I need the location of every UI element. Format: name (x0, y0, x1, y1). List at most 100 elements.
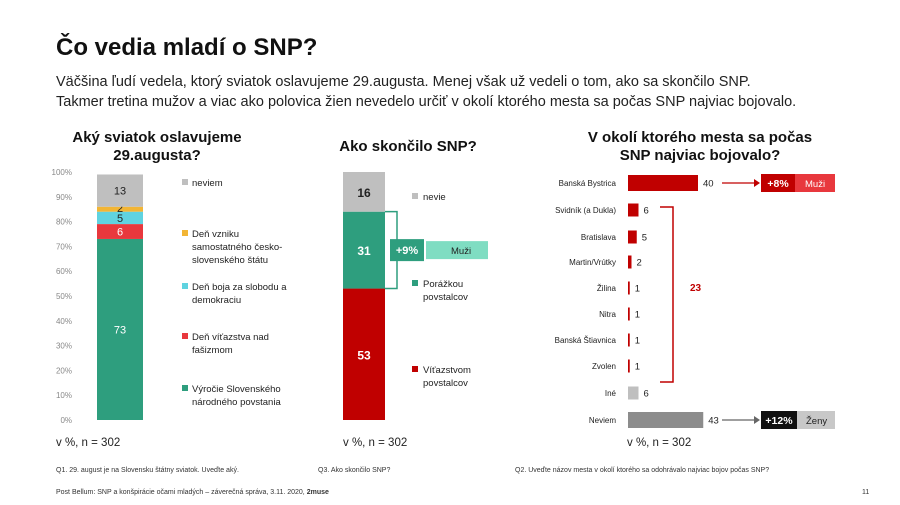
y-tick-label: 20% (56, 366, 72, 375)
annotation-value: +8% (767, 178, 789, 190)
legend-swatch (182, 385, 188, 391)
page-number: 11 (862, 489, 870, 496)
page-title: Čo vedia mladí o SNP? (56, 34, 318, 61)
legend-label: národného povstania (192, 397, 281, 408)
data-label: 73 (114, 324, 126, 336)
bar (628, 175, 698, 191)
legend-label: Porážkou (423, 279, 463, 290)
bar (628, 307, 630, 321)
y-tick-label: 30% (56, 342, 72, 351)
data-label: 16 (357, 186, 371, 200)
legend-swatch (182, 283, 188, 289)
arrow-head (754, 179, 760, 187)
legend-swatch (412, 366, 418, 372)
chart3-note: v %, n = 302 (627, 437, 692, 449)
subtitle-line-2: Takmer tretina mužov a viac ako polovica… (56, 94, 797, 110)
subtitle-line-1: Väčšina ľudí vedela, ktorý sviatok oslav… (56, 74, 751, 90)
legend-label: neviem (192, 178, 223, 189)
bar (628, 333, 630, 347)
footer-source: Post Bellum: SNP a konšpirácie očami mla… (56, 489, 329, 496)
bar-segment (97, 206, 143, 212)
y-tick-label: 60% (56, 267, 72, 276)
value-label: 5 (642, 233, 647, 244)
chart1-question: Q1. 29. august je na Slovensku štátny sv… (56, 467, 239, 474)
category-label: Neviem (589, 416, 616, 425)
legend-label: demokraciu (192, 295, 241, 306)
value-label: 1 (635, 284, 640, 295)
y-tick-label: 80% (56, 218, 72, 227)
legend-label: nevie (423, 192, 446, 203)
bar-segment (97, 174, 143, 207)
annotation-badge (761, 174, 795, 192)
category-label: Svidník (a Dukla) (555, 206, 616, 215)
category-label: Bratislava (581, 233, 617, 242)
y-tick-label: 90% (56, 193, 72, 202)
footer-brand: 2muse (306, 489, 329, 496)
bar (628, 203, 639, 217)
legend-label: Víťazstvom (423, 365, 471, 376)
bar-segment (343, 211, 385, 289)
bar-segment (343, 288, 385, 420)
bar-segment (97, 211, 143, 225)
data-label: 13 (114, 186, 126, 198)
legend-swatch (412, 193, 418, 199)
bracket (660, 206, 674, 383)
value-label: 40 (703, 179, 714, 190)
legend-swatch (182, 333, 188, 339)
legend-label: povstalcov (423, 378, 468, 389)
legend-swatch (182, 230, 188, 236)
annotation-badge (761, 411, 797, 429)
y-tick-label: 50% (56, 292, 72, 301)
value-label: 2 (637, 258, 642, 269)
legend-label: Deň víťazstva nad (192, 332, 269, 343)
legend-label: fašizmom (192, 345, 233, 356)
bar (628, 281, 630, 295)
bar (628, 359, 630, 373)
chart2-note: v %, n = 302 (343, 437, 408, 449)
category-label: Žilina (597, 284, 617, 293)
y-tick-label: 40% (56, 317, 72, 326)
y-tick-label: 70% (56, 242, 72, 251)
footer-source-text: Post Bellum: SNP a konšpirácie očami mla… (56, 489, 305, 496)
value-label: 1 (635, 310, 640, 321)
y-tick-label: 0% (60, 416, 72, 425)
chart2-title: Ako skončilo SNP? (339, 138, 477, 155)
y-tick-label: 100% (52, 168, 72, 177)
data-label: 53 (357, 348, 371, 362)
value-label: 1 (635, 336, 640, 347)
category-label: Banská Bystrica (559, 179, 617, 188)
chart3-title: V okolí ktorého mesta sa počas SNP najvi… (587, 129, 813, 164)
value-label: 6 (644, 206, 649, 217)
bar (628, 230, 637, 244)
value-label: 43 (708, 416, 719, 427)
annotation-value: +12% (765, 415, 793, 427)
data-label: 2 (117, 203, 123, 215)
annotation-group: Muži (451, 246, 471, 257)
legend-label: slovenského štátu (192, 255, 268, 266)
value-label: 6 (644, 389, 649, 400)
annotation-group-box (426, 241, 488, 260)
bar (628, 386, 639, 400)
y-tick-label: 10% (56, 391, 72, 400)
bar-segment (343, 172, 385, 212)
bar-segment (97, 224, 143, 239)
legend-label: samostatného česko- (192, 242, 282, 253)
legend-swatch (412, 280, 418, 286)
bar-segment (97, 238, 143, 420)
legend-label: Deň vzniku (192, 229, 239, 240)
bar (628, 255, 632, 269)
chart3-question: Q2. Uveďte názov mesta v okolí ktorého s… (515, 467, 770, 474)
data-label: 31 (357, 244, 371, 258)
category-label: Nitra (599, 310, 616, 319)
annotation-value: +9% (396, 245, 419, 257)
chart1-note: v %, n = 302 (56, 437, 121, 449)
bar (628, 412, 704, 428)
annotation-group: Ženy (806, 416, 827, 427)
category-label: Martin/Vrútky (569, 258, 616, 267)
legend-label: Deň boja za slobodu a (192, 282, 287, 293)
data-label: 6 (117, 227, 123, 239)
value-label: 1 (635, 362, 640, 373)
category-label: Iné (605, 389, 617, 398)
category-label: Zvolen (592, 362, 616, 371)
